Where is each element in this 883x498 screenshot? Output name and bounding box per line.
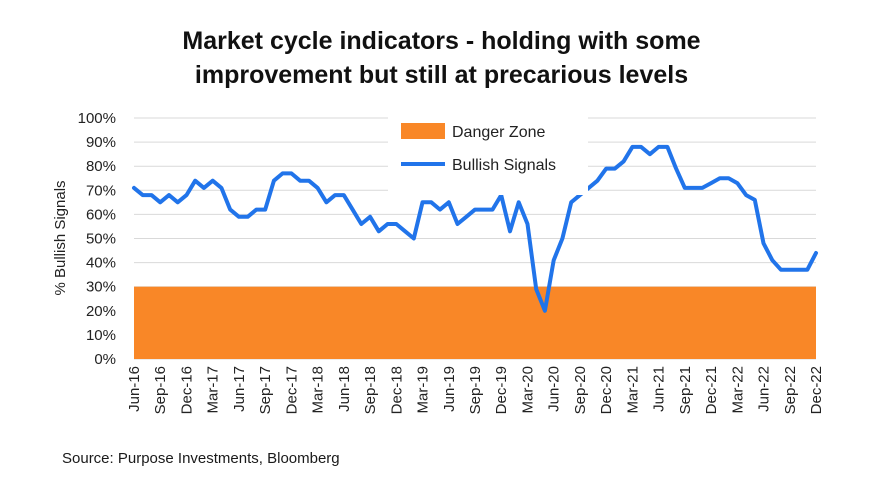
y-tick-label: 70% bbox=[86, 182, 116, 199]
x-tick-label: Dec-18 bbox=[388, 366, 405, 414]
x-tick-label: Sep-22 bbox=[782, 366, 799, 414]
legend-label-danger-zone: Danger Zone bbox=[452, 124, 545, 141]
series-line-bullish-signals bbox=[132, 144, 818, 313]
legend: Danger Zone Bullish Signals bbox=[388, 115, 588, 195]
x-tick-label: Jun-20 bbox=[546, 366, 563, 412]
chart-title: Market cycle indicators - holding with s… bbox=[0, 24, 883, 92]
legend-swatch-danger-zone bbox=[401, 123, 445, 139]
y-tick-label: 10% bbox=[86, 327, 116, 344]
x-tick-label: Mar-20 bbox=[520, 366, 537, 414]
x-tick-label: Jun-22 bbox=[756, 366, 773, 412]
y-tick-label: 50% bbox=[86, 231, 116, 248]
y-tick-label: 100% bbox=[78, 110, 116, 127]
x-tick-label: Sep-17 bbox=[257, 366, 274, 414]
x-tick-label: Dec-20 bbox=[598, 366, 615, 414]
y-tick-label: 20% bbox=[86, 303, 116, 320]
legend-label-bullish-signals: Bullish Signals bbox=[452, 157, 556, 174]
x-tick-label: Jun-17 bbox=[231, 366, 248, 412]
y-tick-label: 0% bbox=[94, 351, 116, 368]
x-tick-label: Jun-19 bbox=[441, 366, 458, 412]
x-tick-label: Sep-20 bbox=[572, 366, 589, 414]
x-tick-label: Dec-19 bbox=[493, 366, 510, 414]
chart-title-line-1: Market cycle indicators - holding with s… bbox=[182, 27, 701, 55]
x-tick-label: Jun-16 bbox=[126, 366, 143, 412]
x-tick-label: Mar-21 bbox=[624, 366, 641, 414]
x-axis-ticks: Jun-16 Sep-16 Dec-16 Mar-17 Jun-17 Sep-17 Dec-… bbox=[126, 366, 825, 414]
x-tick-label: Dec-17 bbox=[283, 366, 300, 414]
chart-title-line-2: improvement but still at precarious leve… bbox=[194, 61, 689, 89]
y-axis-label: % Bullish Signals bbox=[52, 180, 69, 295]
x-tick-label: Sep-16 bbox=[152, 366, 169, 414]
x-tick-label: Dec-22 bbox=[808, 366, 825, 414]
x-tick-label: Sep-19 bbox=[467, 366, 484, 414]
x-tick-label: Sep-21 bbox=[677, 366, 694, 414]
source-note: Source: Purpose Investments, Bloomberg bbox=[62, 450, 340, 467]
y-axis-ticks: 0% 10% 20% 30% 40% 50% 60% 70% 80% 90% 100% bbox=[78, 110, 116, 368]
y-tick-label: 60% bbox=[86, 206, 116, 223]
x-tick-label: Mar-22 bbox=[729, 366, 746, 414]
x-tick-label: Dec-16 bbox=[179, 366, 196, 414]
x-tick-label: Jun-18 bbox=[336, 366, 353, 412]
x-tick-label: Jun-21 bbox=[651, 366, 668, 412]
x-tick-label: Mar-18 bbox=[310, 366, 327, 414]
x-tick-label: Mar-19 bbox=[415, 366, 432, 414]
y-tick-label: 40% bbox=[86, 255, 116, 272]
x-tick-label: Sep-18 bbox=[362, 366, 379, 414]
y-tick-label: 80% bbox=[86, 158, 116, 175]
x-tick-label: Mar-17 bbox=[205, 366, 222, 414]
y-tick-label: 90% bbox=[86, 134, 116, 151]
y-tick-label: 30% bbox=[86, 279, 116, 296]
danger-zone-area bbox=[134, 286, 816, 359]
x-tick-label: Dec-21 bbox=[703, 366, 720, 414]
